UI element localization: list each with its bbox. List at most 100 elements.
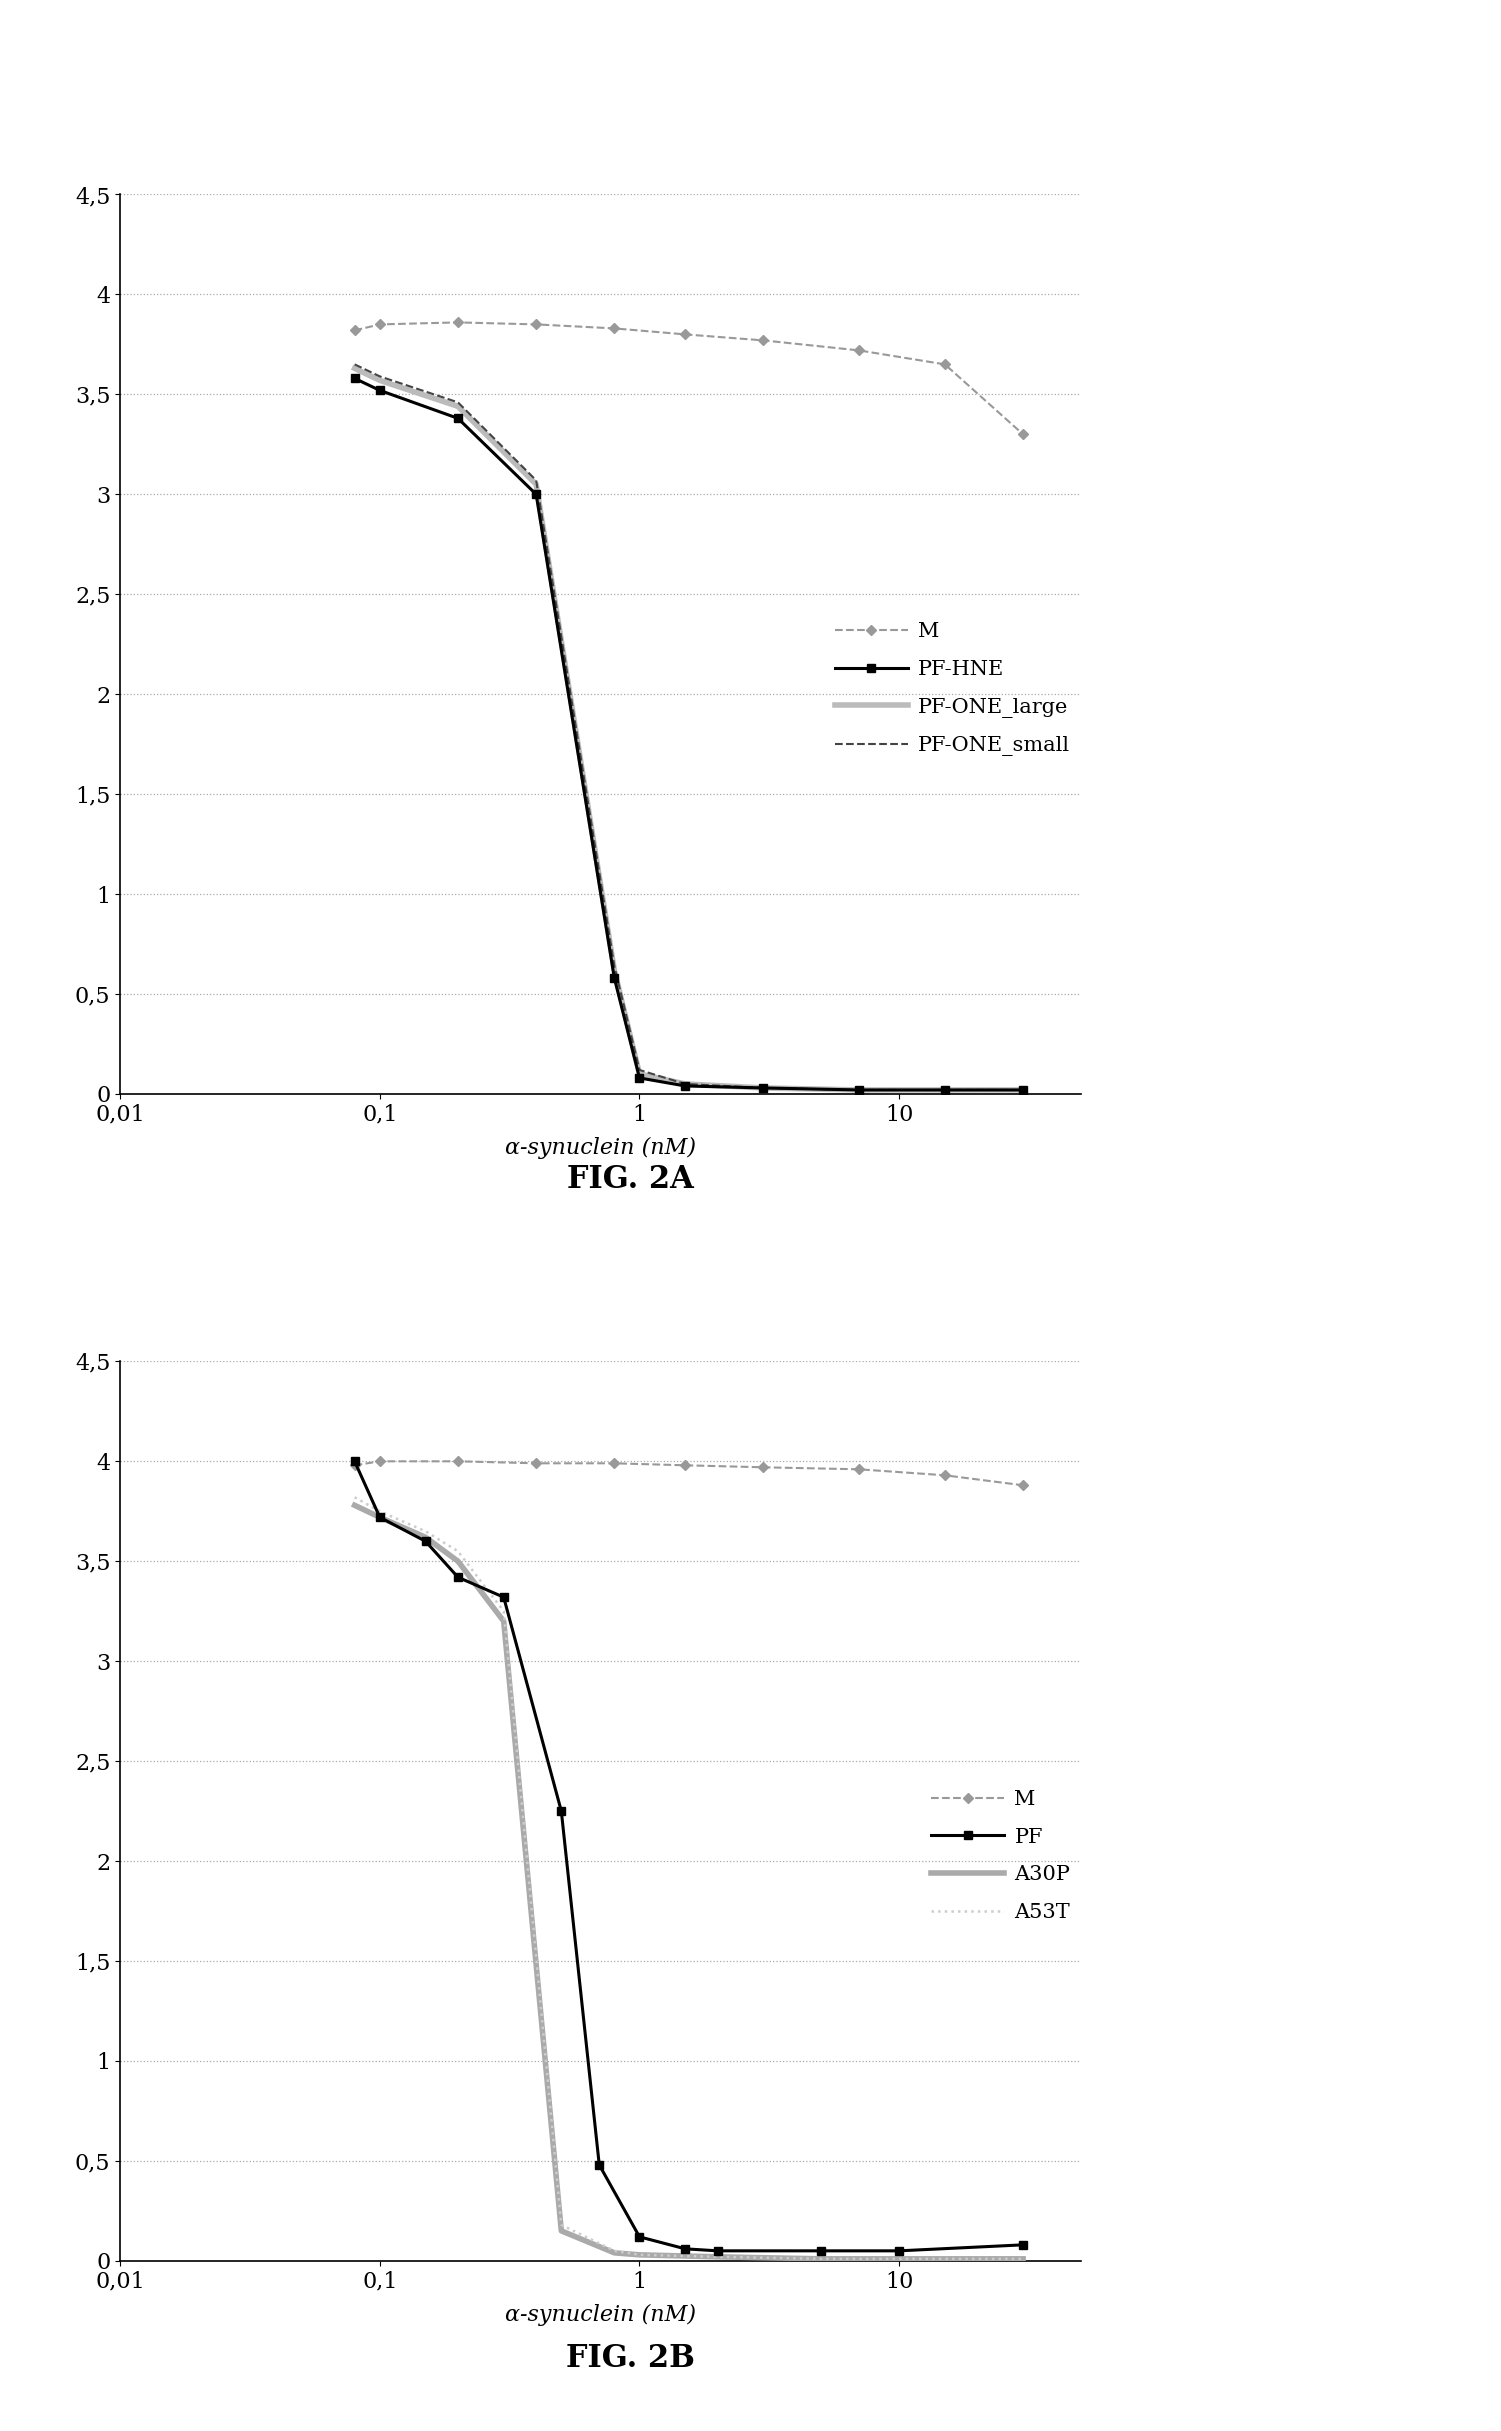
- PF: [590, 2151, 608, 2181]
- M: [850, 1454, 868, 1483]
- PF: [495, 1583, 513, 1612]
- A53T: [552, 2210, 570, 2239]
- A30P: [495, 1607, 513, 1636]
- A53T: [630, 2241, 648, 2271]
- A53T: [812, 2244, 830, 2273]
- PF-HNE: [605, 963, 623, 992]
- PF-ONE_small: [677, 1070, 695, 1099]
- X-axis label: α-synuclein (nM): α-synuclein (nM): [504, 2305, 696, 2326]
- A30P: [708, 2241, 726, 2271]
- PF: [552, 1797, 570, 1826]
- PF-ONE_small: [449, 389, 467, 418]
- Line: PF: PF: [350, 1456, 1027, 2256]
- A53T: [1015, 2244, 1033, 2273]
- A30P: [605, 2239, 623, 2268]
- Legend: M, PF, A30P, A53T: M, PF, A30P, A53T: [931, 1789, 1070, 1923]
- PF: [677, 2234, 695, 2263]
- A30P: [890, 2244, 908, 2273]
- A53T: [449, 1536, 467, 1566]
- PF-ONE_large: [937, 1075, 955, 1104]
- A30P: [416, 1522, 434, 1551]
- A53T: [708, 2241, 726, 2271]
- M: [449, 309, 467, 338]
- PF: [449, 1563, 467, 1592]
- PF-ONE_large: [345, 355, 363, 384]
- PF-ONE_small: [605, 951, 623, 980]
- M: [755, 1454, 773, 1483]
- A30P: [552, 2217, 570, 2246]
- M: [371, 309, 389, 338]
- A53T: [605, 2237, 623, 2266]
- A30P: [630, 2241, 648, 2271]
- Line: PF-ONE_large: PF-ONE_large: [354, 370, 1024, 1089]
- Text: FIG. 2A: FIG. 2A: [567, 1164, 693, 1194]
- PF-ONE_large: [850, 1075, 868, 1104]
- A30P: [812, 2244, 830, 2273]
- PF: [890, 2237, 908, 2266]
- PF-HNE: [345, 365, 363, 394]
- PF: [371, 1502, 389, 1532]
- Text: FIG. 2B: FIG. 2B: [566, 2343, 695, 2373]
- PF-HNE: [371, 377, 389, 406]
- PF: [812, 2237, 830, 2266]
- PF-HNE: [677, 1072, 695, 1101]
- A53T: [890, 2244, 908, 2273]
- PF-HNE: [937, 1075, 955, 1104]
- A53T: [345, 1483, 363, 1512]
- PF-ONE_small: [345, 350, 363, 379]
- A53T: [416, 1517, 434, 1546]
- PF-ONE_large: [605, 955, 623, 985]
- A53T: [495, 1597, 513, 1626]
- PF-HNE: [755, 1075, 773, 1104]
- PF: [1015, 2229, 1033, 2258]
- Line: A53T: A53T: [354, 1497, 1024, 2258]
- PF: [345, 1446, 363, 1476]
- M: [937, 350, 955, 379]
- M: [850, 335, 868, 365]
- PF-ONE_small: [850, 1075, 868, 1104]
- PF-HNE: [449, 404, 467, 433]
- PF: [708, 2237, 726, 2266]
- PF-HNE: [1015, 1075, 1033, 1104]
- PF-ONE_large: [677, 1070, 695, 1099]
- PF-ONE_large: [527, 469, 545, 498]
- PF-ONE_small: [371, 362, 389, 391]
- M: [345, 316, 363, 345]
- M: [371, 1446, 389, 1476]
- PF-ONE_large: [449, 391, 467, 421]
- PF-HNE: [630, 1062, 648, 1092]
- PF-HNE: [527, 479, 545, 508]
- M: [527, 1449, 545, 1478]
- M: [937, 1461, 955, 1490]
- A30P: [449, 1546, 467, 1575]
- PF-ONE_large: [1015, 1075, 1033, 1104]
- PF-ONE_large: [371, 365, 389, 394]
- X-axis label: α-synuclein (nM): α-synuclein (nM): [504, 1138, 696, 1160]
- PF: [416, 1527, 434, 1556]
- M: [605, 1449, 623, 1478]
- M: [527, 309, 545, 338]
- PF-ONE_small: [1015, 1075, 1033, 1104]
- A30P: [345, 1490, 363, 1519]
- PF-HNE: [850, 1075, 868, 1104]
- Line: PF-HNE: PF-HNE: [350, 374, 1027, 1094]
- Line: M: M: [351, 318, 1027, 438]
- M: [677, 1451, 695, 1480]
- Line: PF-ONE_small: PF-ONE_small: [354, 365, 1024, 1089]
- M: [677, 321, 695, 350]
- A30P: [1015, 2244, 1033, 2273]
- Legend: M, PF-HNE, PF-ONE_large, PF-ONE_small: M, PF-HNE, PF-ONE_large, PF-ONE_small: [835, 622, 1070, 756]
- M: [345, 1451, 363, 1480]
- A30P: [371, 1502, 389, 1532]
- Line: M: M: [351, 1459, 1027, 1488]
- M: [1015, 1471, 1033, 1500]
- PF-ONE_small: [527, 467, 545, 496]
- PF-ONE_large: [755, 1075, 773, 1104]
- PF-ONE_small: [755, 1075, 773, 1104]
- A53T: [371, 1497, 389, 1527]
- Line: A30P: A30P: [354, 1505, 1024, 2258]
- M: [755, 326, 773, 355]
- PF: [630, 2222, 648, 2251]
- PF-ONE_small: [630, 1055, 648, 1084]
- M: [449, 1446, 467, 1476]
